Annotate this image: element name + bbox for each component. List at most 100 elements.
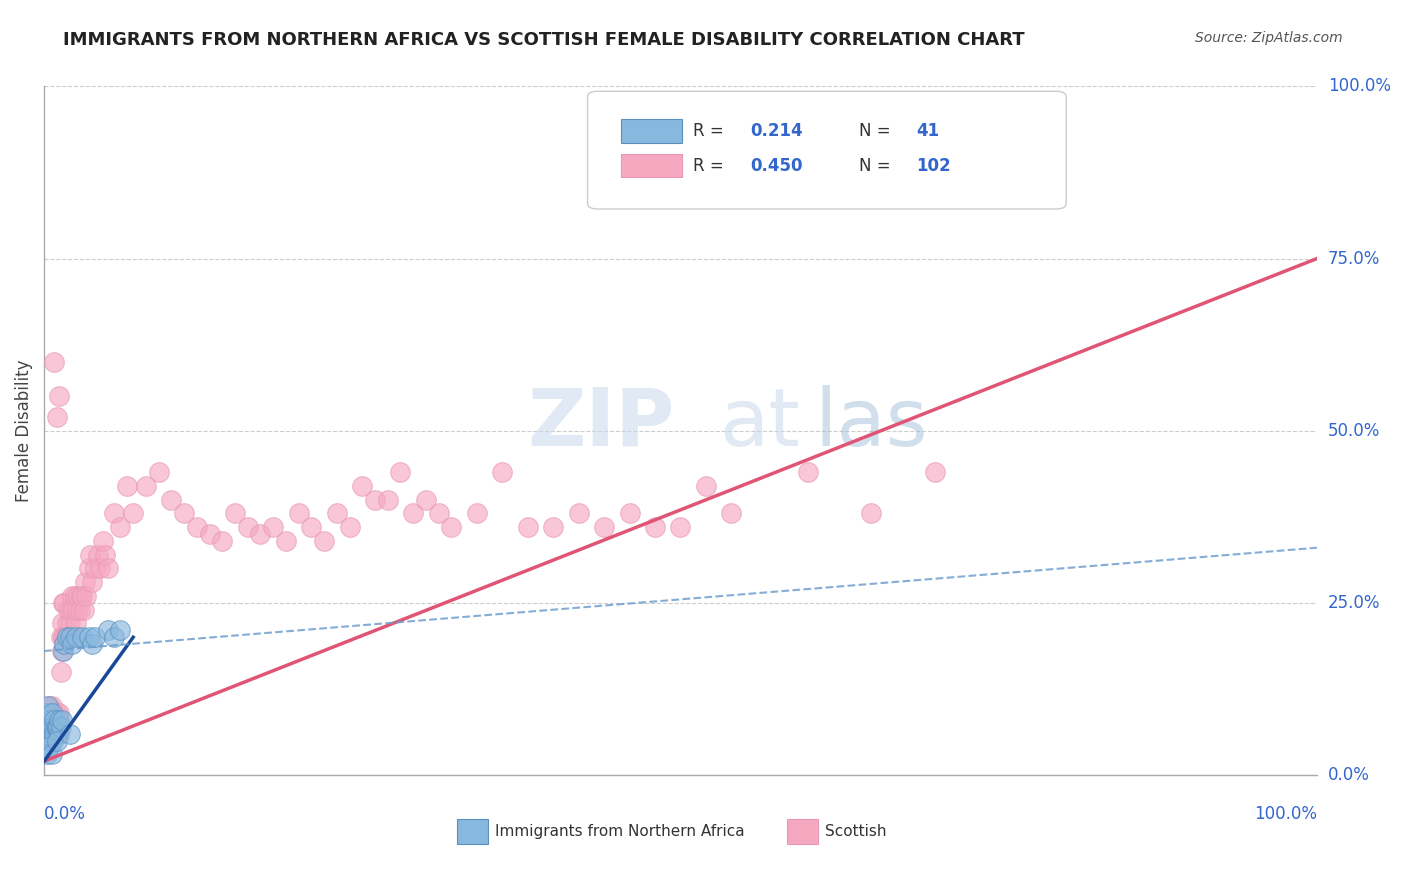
Point [51, 644, 73, 658]
Point [440, 520, 463, 534]
Point [91, 533, 114, 548]
Point [37, 699, 59, 714]
Point [72, 603, 94, 617]
Point [593, 520, 616, 534]
Point [35, 733, 58, 747]
Point [541, 520, 564, 534]
Point [97, 561, 120, 575]
Point [45, 720, 67, 734]
Y-axis label: Female Disability: Female Disability [15, 359, 32, 502]
Point [35, 706, 58, 720]
Point [262, 520, 284, 534]
Point [415, 492, 437, 507]
Point [53, 637, 76, 651]
Point [44, 726, 66, 740]
Point [58, 630, 80, 644]
Point [34, 713, 56, 727]
Point [67, 589, 90, 603]
Point [314, 533, 336, 548]
Point [364, 492, 387, 507]
Point [60, 589, 83, 603]
Point [89, 561, 111, 575]
Text: 41: 41 [915, 122, 939, 140]
Point [97, 624, 120, 638]
Point [58, 726, 80, 740]
Point [35, 747, 58, 762]
Point [48, 713, 70, 727]
Text: R =: R = [693, 122, 724, 140]
Point [115, 479, 138, 493]
Point [491, 465, 513, 479]
Point [619, 506, 641, 520]
FancyBboxPatch shape [588, 91, 1066, 209]
Point [48, 720, 70, 734]
Point [82, 637, 104, 651]
Point [44, 713, 66, 727]
Point [339, 520, 361, 534]
Point [45, 409, 67, 424]
Point [86, 548, 108, 562]
Point [37, 713, 59, 727]
Text: 0.0%: 0.0% [1329, 766, 1369, 784]
Point [37, 706, 59, 720]
Point [79, 548, 101, 562]
Point [77, 561, 100, 575]
Point [38, 720, 60, 734]
Point [51, 713, 73, 727]
Point [465, 506, 488, 520]
Point [42, 726, 65, 740]
Point [42, 713, 65, 727]
Text: 0.450: 0.450 [751, 157, 803, 175]
Point [56, 630, 79, 644]
Point [51, 616, 73, 631]
Text: 0.0%: 0.0% [44, 805, 86, 823]
Point [41, 706, 63, 720]
Point [45, 713, 67, 727]
Point [669, 520, 692, 534]
Point [84, 561, 107, 575]
Text: 0.214: 0.214 [751, 122, 803, 140]
Point [58, 603, 80, 617]
Text: at: at [718, 384, 800, 463]
Point [37, 740, 59, 755]
Point [389, 465, 412, 479]
Point [63, 589, 86, 603]
Point [72, 630, 94, 644]
Point [58, 616, 80, 631]
Point [797, 465, 820, 479]
Point [66, 603, 89, 617]
Point [39, 706, 62, 720]
Point [427, 506, 450, 520]
Point [84, 630, 107, 644]
Text: ZIP: ZIP [527, 384, 675, 463]
Text: IMMIGRANTS FROM NORTHERN AFRICA VS SCOTTISH FEMALE DISABILITY CORRELATION CHART: IMMIGRANTS FROM NORTHERN AFRICA VS SCOTT… [63, 31, 1025, 49]
Point [34, 740, 56, 755]
Point [45, 726, 67, 740]
Point [148, 465, 170, 479]
Point [135, 479, 157, 493]
Point [56, 616, 79, 631]
Point [568, 506, 591, 520]
Point [49, 630, 72, 644]
Point [46, 726, 69, 740]
Point [249, 527, 271, 541]
Point [110, 520, 132, 534]
Text: 100.0%: 100.0% [1329, 78, 1391, 95]
Point [39, 713, 62, 727]
Point [377, 492, 399, 507]
Point [46, 713, 69, 727]
Point [45, 720, 67, 734]
Point [38, 720, 60, 734]
Point [299, 520, 322, 534]
Point [73, 575, 96, 590]
Point [41, 726, 63, 740]
Text: las: las [814, 384, 928, 463]
Point [62, 603, 84, 617]
Text: 75.0%: 75.0% [1329, 250, 1381, 268]
Point [186, 520, 208, 534]
Text: N =: N = [859, 122, 890, 140]
Point [41, 747, 63, 762]
Point [352, 479, 374, 493]
Point [82, 575, 104, 590]
Point [287, 506, 309, 520]
